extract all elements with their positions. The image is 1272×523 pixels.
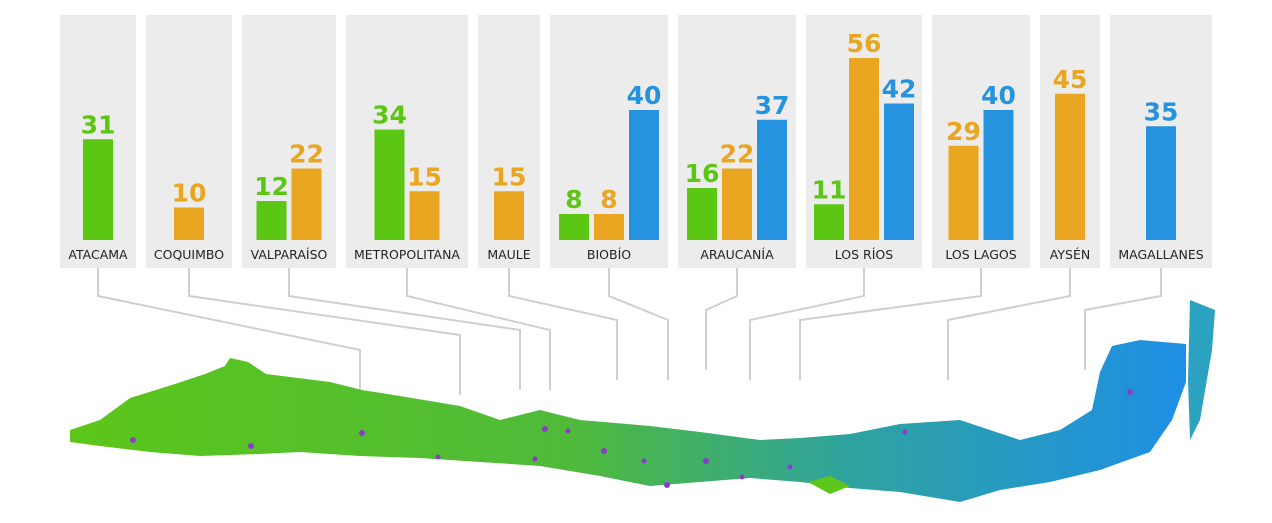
connector — [97, 268, 361, 410]
bar — [948, 145, 979, 240]
connector — [508, 268, 618, 380]
value-label: 40 — [981, 81, 1016, 110]
bar — [83, 139, 113, 240]
value-label: 29 — [946, 117, 981, 146]
bar — [291, 168, 322, 240]
bar — [757, 119, 787, 240]
value-label: 31 — [81, 110, 116, 139]
value-label: 22 — [289, 140, 324, 169]
panels: ATACAMA31COQUIMBO10VALPARAÍSO1222METROPO… — [60, 15, 1212, 268]
connector — [1084, 268, 1162, 370]
value-label: 16 — [685, 159, 720, 188]
category-label: MAGALLANES — [1118, 247, 1203, 262]
bar — [1146, 126, 1176, 240]
value-label: 37 — [755, 91, 790, 120]
bar — [849, 58, 879, 240]
bar — [814, 204, 844, 240]
connector — [705, 268, 738, 370]
bar — [722, 168, 752, 240]
bar — [256, 201, 287, 240]
value-label: 15 — [492, 162, 527, 191]
value-label: 12 — [254, 172, 289, 201]
bar — [374, 129, 405, 240]
connector — [288, 268, 521, 390]
bar — [409, 191, 440, 240]
connector — [406, 268, 551, 390]
value-label: 34 — [372, 101, 407, 130]
category-label: MAULE — [487, 247, 530, 262]
value-label: 22 — [720, 140, 755, 169]
connector — [188, 268, 461, 395]
bar — [594, 214, 624, 240]
bar — [629, 110, 659, 240]
category-label: ARAUCANÍA — [700, 247, 774, 262]
bar — [687, 188, 717, 240]
bar — [884, 103, 914, 240]
panel — [932, 15, 1030, 268]
value-label: 56 — [847, 29, 882, 58]
bar — [983, 110, 1014, 240]
value-label: 8 — [565, 185, 582, 214]
value-label: 45 — [1053, 65, 1088, 94]
bar — [174, 207, 204, 240]
connector — [749, 268, 865, 380]
connector — [608, 268, 669, 380]
connector — [799, 268, 982, 380]
value-label: 11 — [812, 175, 847, 204]
connectors — [97, 268, 1162, 410]
category-label: LOS RÍOS — [835, 247, 893, 262]
map-island — [808, 476, 850, 494]
panel — [346, 15, 468, 268]
value-label: 35 — [1144, 97, 1179, 126]
value-label: 40 — [627, 81, 662, 110]
category-label: VALPARAÍSO — [251, 247, 328, 262]
value-label: 8 — [600, 185, 617, 214]
value-label: 10 — [172, 179, 207, 208]
connector — [947, 268, 1071, 380]
map-island — [1188, 300, 1215, 440]
map-shape — [70, 340, 1186, 502]
category-label: BIOBÍO — [587, 247, 631, 262]
bar — [559, 214, 589, 240]
category-label: COQUIMBO — [154, 247, 224, 262]
bar — [1055, 93, 1085, 240]
value-label: 15 — [407, 162, 442, 191]
value-label: 42 — [882, 75, 917, 104]
category-label: ATACAMA — [68, 247, 128, 262]
map-dots — [130, 389, 1133, 488]
map — [70, 300, 1215, 502]
bar — [494, 191, 524, 240]
category-label: METROPOLITANA — [354, 247, 460, 262]
category-label: AYSÉN — [1050, 247, 1090, 262]
category-label: LOS LAGOS — [945, 247, 1016, 262]
